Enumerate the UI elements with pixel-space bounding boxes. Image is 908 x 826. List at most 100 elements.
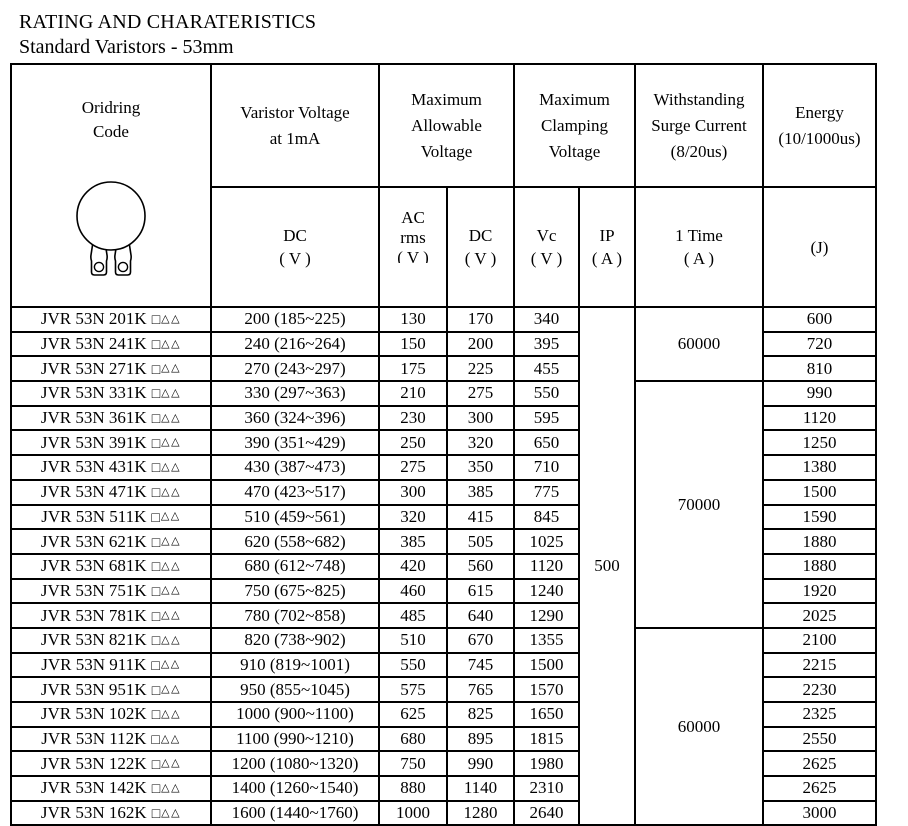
cell-varistor-voltage: 1000 (900~1100) (210, 701, 380, 728)
cell-dc: 560 (446, 552, 515, 580)
subheader-ac-rms-v: AC rms ( V ) (378, 186, 448, 308)
code-suffix-square-icon: □ (151, 757, 161, 773)
cell-ordering-code: JVR 53N 951K □△△ (10, 676, 212, 703)
header-varistor-voltage: Varistor Voltage at 1mA (210, 62, 380, 189)
code-suffix-triangles-icon: △△ (161, 584, 182, 597)
code-suffix-square-icon: □ (151, 510, 160, 526)
code-suffix-triangles-icon: △△ (161, 386, 182, 399)
table-row: JVR 53N 391K □△△ 390 (351~429) 250 320 650 125… (10, 429, 877, 457)
ordering-code-text: JVR 53N 781K (40, 605, 147, 625)
cell-varistor-voltage: 950 (855~1045) (210, 676, 380, 703)
cell-ordering-code: JVR 53N 112K □△△ (10, 725, 212, 753)
cell-varistor-voltage: 240 (216~264) (210, 330, 380, 358)
cell-vc: 2640 (513, 799, 580, 826)
ratings-table: Oridring Code Varistor Voltage at 1mA Ma… (10, 62, 877, 826)
code-suffix-square-icon: □ (151, 313, 161, 329)
cell-dc: 670 (446, 626, 515, 654)
page-titles: RATING AND CHARATERISTICS Standard Varis… (19, 10, 316, 60)
code-suffix-square-icon: □ (151, 708, 161, 724)
table-row: JVR 53N 621K □△△ 620 (558~682) 385 505 1025 18… (10, 528, 877, 555)
cell-varistor-voltage: 780 (702~858) (210, 602, 380, 629)
ordering-code-text: JVR 53N 331K (40, 383, 147, 403)
ordering-code-text: JVR 53N 751K (40, 580, 147, 600)
cell-ac-rms: 510 (378, 626, 448, 654)
cell-ac-rms: 275 (378, 454, 448, 481)
cell-energy: 2025 (762, 602, 877, 629)
cell-vc: 1500 (513, 651, 580, 679)
cell-vc: 1025 (513, 528, 580, 555)
cell-vc: 650 (513, 429, 580, 457)
cell-energy: 2550 (762, 725, 877, 753)
cell-ordering-code: JVR 53N 911K □△△ (10, 651, 212, 679)
header-ordering-code: Oridring Code (10, 63, 212, 308)
cell-vc: 1815 (513, 725, 580, 753)
cell-energy: 600 (762, 306, 877, 333)
cell-dc: 275 (446, 380, 515, 407)
ordering-code-text: JVR 53N 681K (40, 556, 147, 576)
cell-vc: 1240 (513, 577, 580, 605)
cell-ac-rms: 575 (378, 676, 448, 703)
cell-vc: 1355 (513, 626, 580, 654)
code-suffix-square-icon: □ (151, 807, 161, 823)
code-suffix-square-icon: □ (151, 461, 161, 477)
cell-varistor-voltage: 360 (324~396) (210, 404, 380, 432)
page-title: RATING AND CHARATERISTICS (19, 11, 317, 33)
cell-ac-rms: 460 (378, 577, 448, 605)
code-suffix-triangles-icon: △△ (161, 411, 182, 424)
cell-energy: 3000 (762, 799, 877, 826)
cell-ordering-code: JVR 53N 142K □△△ (10, 775, 212, 802)
cell-ordering-code: JVR 53N 621K □△△ (10, 528, 212, 555)
cell-ac-rms: 130 (378, 306, 448, 333)
cell-varistor-voltage: 1400 (1260~1540) (210, 775, 380, 802)
code-suffix-square-icon: □ (151, 683, 161, 699)
subheader-1-time-a: 1 Time ( A ) (634, 186, 764, 308)
cell-ac-rms: 150 (378, 330, 448, 358)
cell-ac-rms: 550 (378, 651, 448, 679)
code-suffix-triangles-icon: △△ (161, 806, 182, 819)
ordering-code-text: JVR 53N 821K (40, 630, 147, 650)
cell-energy: 2215 (762, 651, 877, 679)
cell-energy: 2100 (762, 626, 877, 654)
cell-energy: 810 (762, 355, 877, 383)
cell-energy: 1250 (762, 429, 877, 457)
cell-ac-rms: 420 (378, 552, 448, 580)
cell-ac-rms: 680 (378, 725, 448, 753)
ordering-code-text: JVR 53N 431K (40, 457, 147, 477)
cell-dc: 615 (446, 577, 515, 605)
cell-ordering-code: JVR 53N 781K □△△ (10, 602, 212, 629)
cell-dc: 895 (446, 725, 515, 753)
table-row: JVR 53N 951K □△△ 950 (855~1045) 575 765 1570 2… (10, 676, 877, 703)
subheader-ip-a: IP ( A ) (578, 186, 636, 308)
cell-ordering-code: JVR 53N 241K □△△ (10, 330, 212, 358)
cell-varistor-voltage: 1600 (1440~1760) (210, 799, 380, 826)
ordering-code-text: JVR 53N 471K (40, 482, 147, 502)
table-row: JVR 53N 271K □△△ 270 (243~297) 175 225 455 810 (10, 355, 877, 383)
table-row: JVR 53N 471K □△△ 470 (423~517) 300 385 775 150… (10, 478, 877, 506)
table-row: JVR 53N 911K □△△ 910 (819~1001) 550 745 1500 2… (10, 651, 877, 679)
cell-ordering-code: JVR 53N 471K □△△ (10, 478, 212, 506)
cell-dc: 170 (446, 306, 515, 333)
code-suffix-triangles-icon: △△ (161, 337, 182, 350)
cell-ac-rms: 625 (378, 701, 448, 728)
cell-ordering-code: JVR 53N 162K □△△ (10, 799, 212, 826)
cell-dc: 200 (446, 330, 515, 358)
code-suffix-square-icon: □ (151, 486, 161, 502)
code-suffix-triangles-icon: △△ (160, 732, 181, 745)
cell-ac-rms: 1000 (378, 799, 448, 826)
code-suffix-triangles-icon: △△ (161, 559, 182, 572)
code-suffix-square-icon: □ (151, 535, 161, 551)
ordering-code-text: JVR 53N 951K (40, 679, 147, 699)
cell-ordering-code: JVR 53N 331K □△△ (10, 380, 212, 407)
cell-vc: 395 (513, 330, 580, 358)
cell-varistor-voltage: 750 (675~825) (210, 577, 380, 605)
cell-ordering-code: JVR 53N 271K □△△ (10, 355, 212, 383)
cell-dc: 300 (446, 404, 515, 432)
code-suffix-square-icon: □ (151, 436, 161, 452)
code-suffix-triangles-icon: △△ (161, 312, 182, 325)
cell-surge-current-merged: 60000 (634, 305, 764, 383)
code-suffix-square-icon: □ (151, 560, 161, 576)
cell-ac-rms: 230 (378, 404, 448, 432)
cell-varistor-voltage: 270 (243~297) (210, 355, 380, 383)
cell-varistor-voltage: 1100 (990~1210) (210, 725, 380, 753)
cell-dc: 640 (446, 602, 515, 629)
